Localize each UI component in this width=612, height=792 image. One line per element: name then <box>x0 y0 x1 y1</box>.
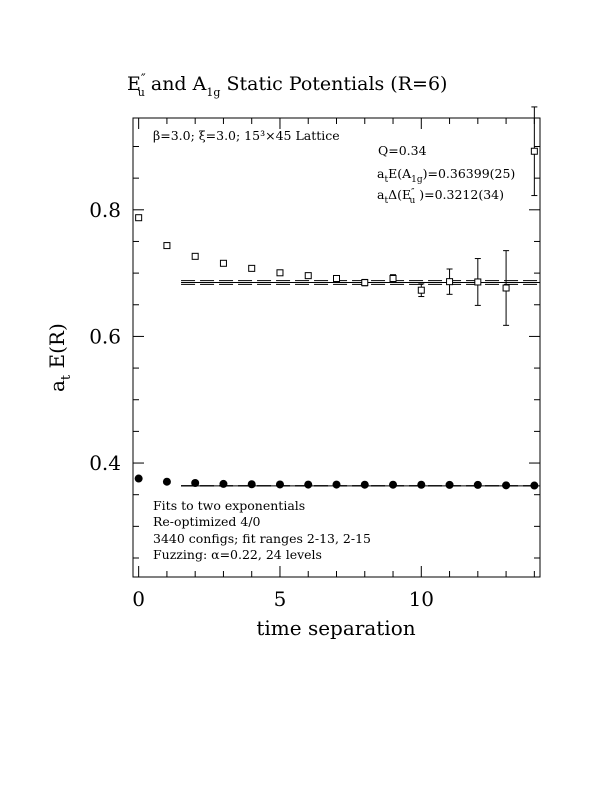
y-tick-label: 0.4 <box>89 451 121 475</box>
data-point-circle <box>473 480 482 489</box>
data-point-circle <box>389 480 398 489</box>
data-point-square <box>333 274 340 282</box>
note-line-4: Fuzzing: α=0.22, 24 levels <box>153 547 322 562</box>
data-point-square <box>361 279 369 287</box>
lattice-annotation: β=3.0; ξ=3.0; 15³×45 Lattice <box>153 128 340 143</box>
data-point-circle <box>304 480 313 489</box>
data-point-circle <box>162 477 171 486</box>
x-tick-label: 5 <box>274 587 287 611</box>
data-point-square <box>502 284 510 292</box>
chart-title: E″ u and A1g Static Potentials (R=6) <box>127 72 447 99</box>
note-line-1: Fits to two exponentials <box>153 498 305 513</box>
fit-a1g-annotation: atE(A1g)=0.36399(25) <box>377 166 515 185</box>
data-point-square <box>163 242 171 250</box>
q-annotation: Q=0.34 <box>378 143 427 158</box>
data-point-square <box>276 269 284 277</box>
data-point-square <box>219 259 227 267</box>
data-point-circle <box>445 480 454 489</box>
data-point-square <box>191 252 199 260</box>
data-point-circle <box>275 480 284 489</box>
data-point-circle <box>360 480 369 489</box>
y-axis-label: at E(R) <box>45 323 74 392</box>
data-point-square <box>304 272 312 280</box>
data-point-square <box>389 274 397 282</box>
fit-eu-annotation: atΔ(E″ u )=0.3212(34) <box>377 187 504 206</box>
y-tick-label: 0.6 <box>89 324 121 348</box>
data-point-square <box>474 278 482 286</box>
data-point-circle <box>219 479 228 488</box>
data-point-square <box>417 286 425 294</box>
note-line-3: 3440 configs; fit ranges 2-13, 2-15 <box>153 531 371 546</box>
data-point-square <box>446 278 454 286</box>
y-tick-label: 0.8 <box>89 198 121 222</box>
data-point-circle <box>134 474 143 483</box>
x-axis-label: time separation <box>256 616 415 640</box>
data-point-circle <box>417 480 426 489</box>
data-point-square <box>135 214 143 222</box>
data-point-square <box>530 147 538 155</box>
x-tick-label: 0 <box>132 587 145 611</box>
data-point-square <box>248 264 256 272</box>
data-point-circle <box>530 481 539 490</box>
data-point-circle <box>191 478 200 487</box>
data-point-circle <box>332 480 341 489</box>
x-tick-label: 10 <box>409 587 434 611</box>
note-line-2: Re-optimized 4/0 <box>153 514 261 529</box>
data-point-circle <box>502 481 511 490</box>
data-point-circle <box>247 480 256 489</box>
